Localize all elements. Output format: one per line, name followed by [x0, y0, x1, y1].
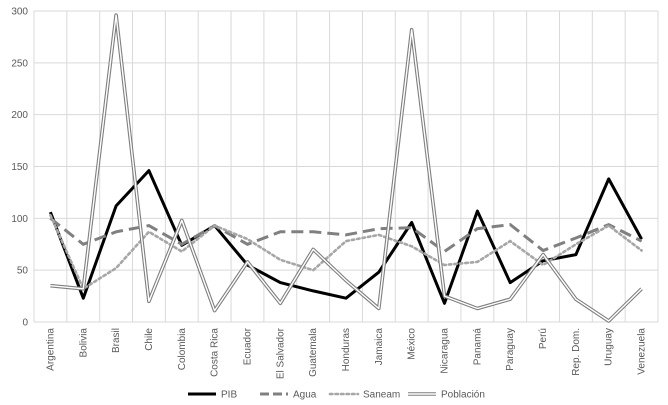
y-tick-label: 300: [11, 7, 28, 18]
y-tick-label: 200: [11, 110, 28, 121]
y-tick-label: 50: [17, 266, 29, 277]
x-tick-label: México: [407, 328, 418, 360]
x-tick-label: Honduras: [341, 328, 352, 371]
legend-label: Población: [441, 390, 485, 401]
series-saneam-line: [49, 213, 643, 291]
legend: PIB Agua Saneam Población: [188, 390, 485, 401]
x-tick-label: El Salvador: [275, 327, 286, 379]
gridlines: [33, 10, 659, 323]
x-tick-label: Paraguay: [505, 328, 516, 371]
series-poblacin-line: [50, 13, 643, 323]
x-tick-label: Venezuela: [637, 328, 648, 375]
y-tick-label: 150: [11, 162, 28, 173]
x-tick-label: Argentina: [45, 328, 56, 371]
x-tick-label: Uruguay: [604, 328, 615, 366]
x-tick-label: Chile: [144, 328, 155, 351]
series-lines: [48, 13, 643, 323]
x-tick-label: Panamá: [472, 328, 483, 366]
y-tick-label: 250: [11, 58, 28, 69]
axes: 0 50 100 150 200 250 300 Argentina Bolivia Brasil…: [11, 7, 647, 380]
x-tick-label: Bolivia: [78, 328, 89, 358]
series-agua-line: [49, 217, 643, 254]
x-tick-label: Guatemala: [308, 328, 319, 377]
legend-label: PIB: [221, 390, 237, 401]
x-tick-label: Rep. Dom.: [571, 328, 582, 376]
x-tick-label: Nicaragua: [440, 328, 451, 374]
x-tick-label: Perú: [538, 328, 549, 349]
y-tick-label: 100: [11, 214, 28, 225]
legend-label: Agua: [293, 390, 317, 401]
series-poblacin-line-inner: [50, 14, 643, 322]
y-tick-label: 0: [22, 318, 28, 329]
x-tick-label: Ecuador: [242, 327, 253, 365]
series-pib-line: [48, 169, 643, 305]
x-tick-label: Costa Rica: [210, 328, 221, 377]
x-tick-label: Colombia: [177, 328, 188, 371]
x-tick-label: Jamaica: [374, 328, 385, 366]
legend-label: Saneam: [363, 390, 400, 401]
x-tick-label: Brasil: [111, 328, 122, 353]
